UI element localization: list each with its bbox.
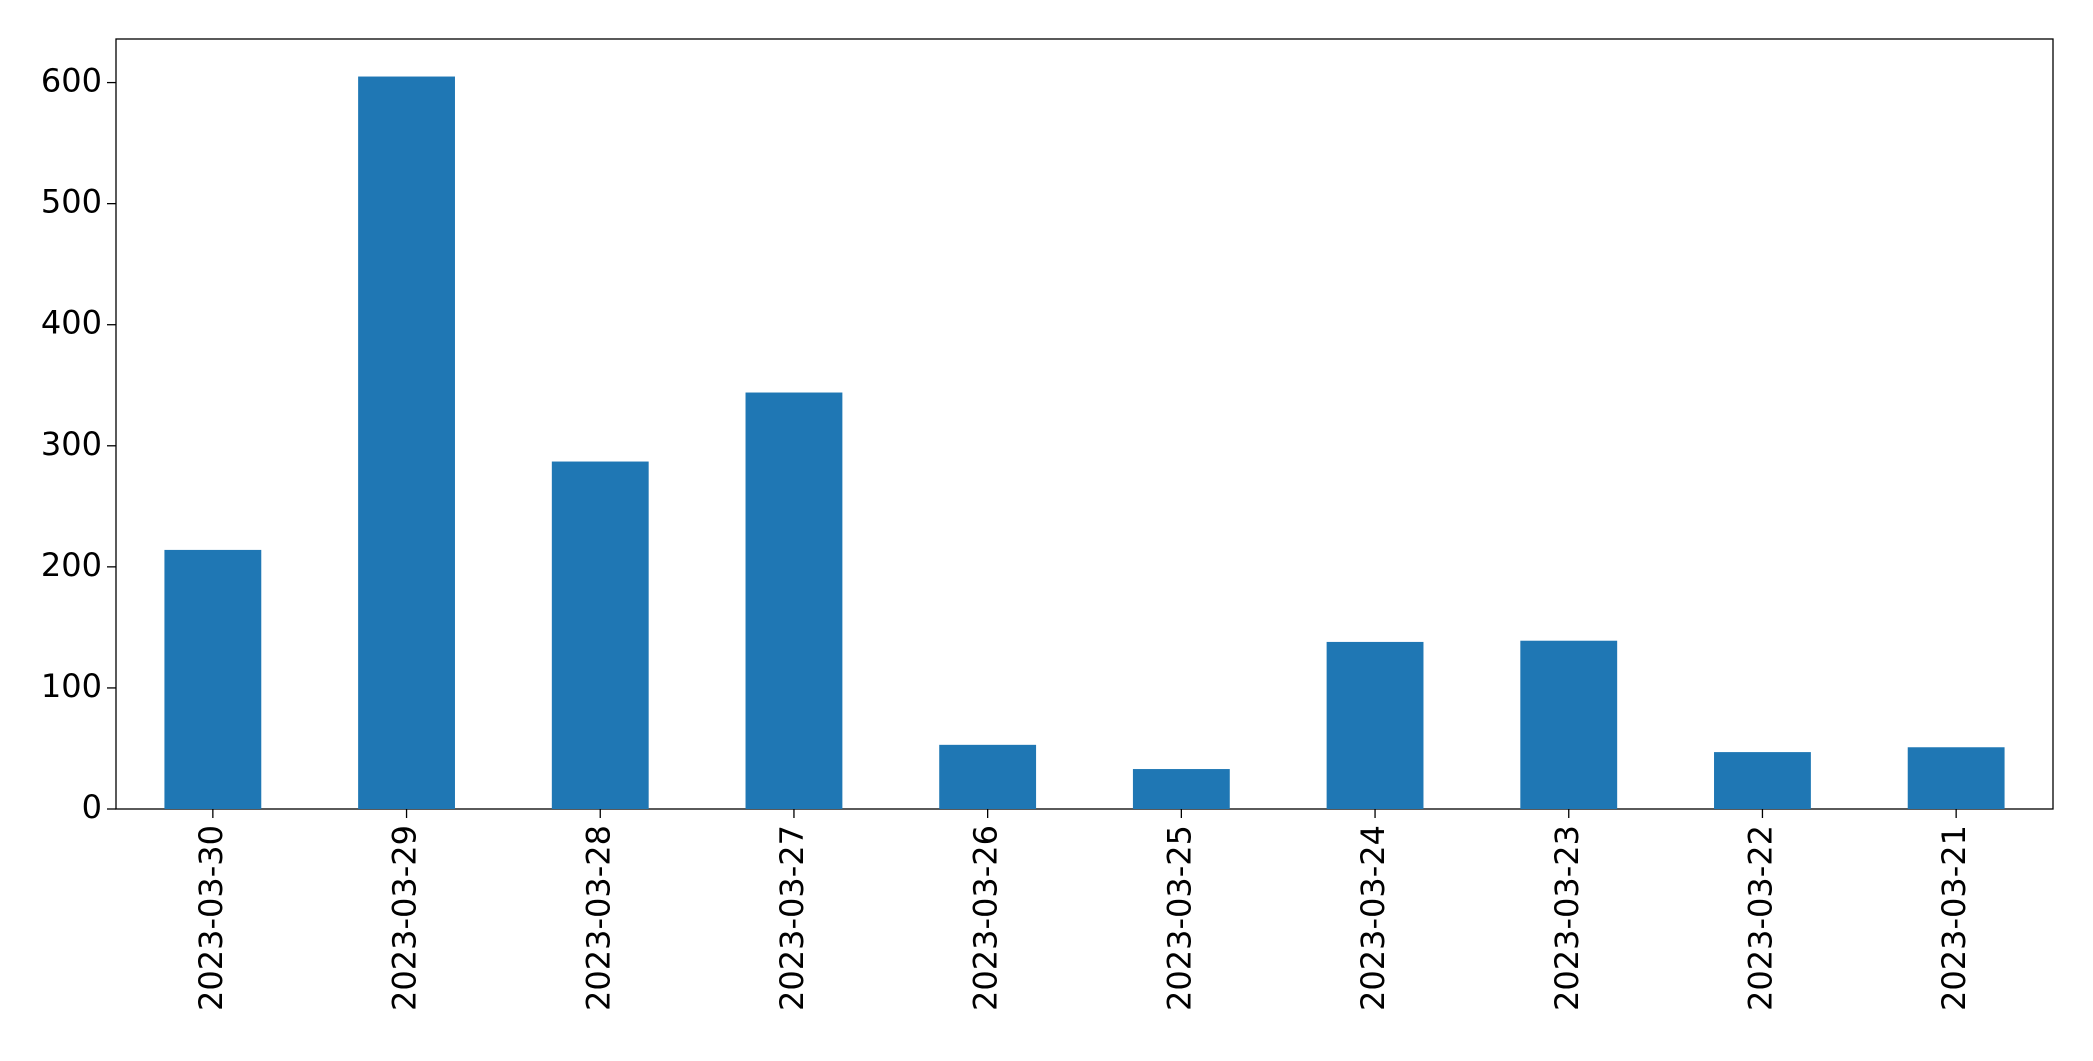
- y-tick-label: 400: [41, 304, 102, 342]
- plot-frame: [115, 38, 2054, 810]
- bar: [164, 549, 262, 809]
- bar: [745, 392, 843, 809]
- bar: [1326, 641, 1424, 809]
- x-tick-label: 2023-03-27: [773, 825, 811, 1011]
- x-tick-label: 2023-03-26: [967, 825, 1005, 1011]
- x-tick-label: 2023-03-25: [1160, 825, 1198, 1011]
- bar: [1714, 752, 1811, 809]
- x-tick-label: 2023-03-24: [1354, 825, 1392, 1011]
- y-tick-label: 600: [41, 62, 102, 100]
- y-tick-label: 0: [82, 788, 102, 826]
- bar: [551, 461, 649, 809]
- x-tick-label: 2023-03-28: [579, 825, 617, 1011]
- bar: [358, 76, 455, 810]
- y-tick-label: 200: [41, 546, 102, 584]
- bar: [1520, 640, 1618, 809]
- bar: [1907, 747, 2005, 809]
- y-tick-label: 300: [41, 425, 102, 463]
- y-tick-label: 100: [41, 667, 102, 705]
- x-tick-label: 2023-03-21: [1935, 825, 1973, 1011]
- x-tick-label: 2023-03-30: [192, 825, 230, 1011]
- y-tick-label: 500: [41, 183, 102, 221]
- x-tick-label: 2023-03-29: [386, 825, 424, 1011]
- x-tick-label: 2023-03-23: [1548, 825, 1586, 1011]
- x-tick-label: 2023-03-22: [1741, 825, 1779, 1011]
- bar: [1132, 769, 1230, 809]
- bar: [939, 744, 1037, 809]
